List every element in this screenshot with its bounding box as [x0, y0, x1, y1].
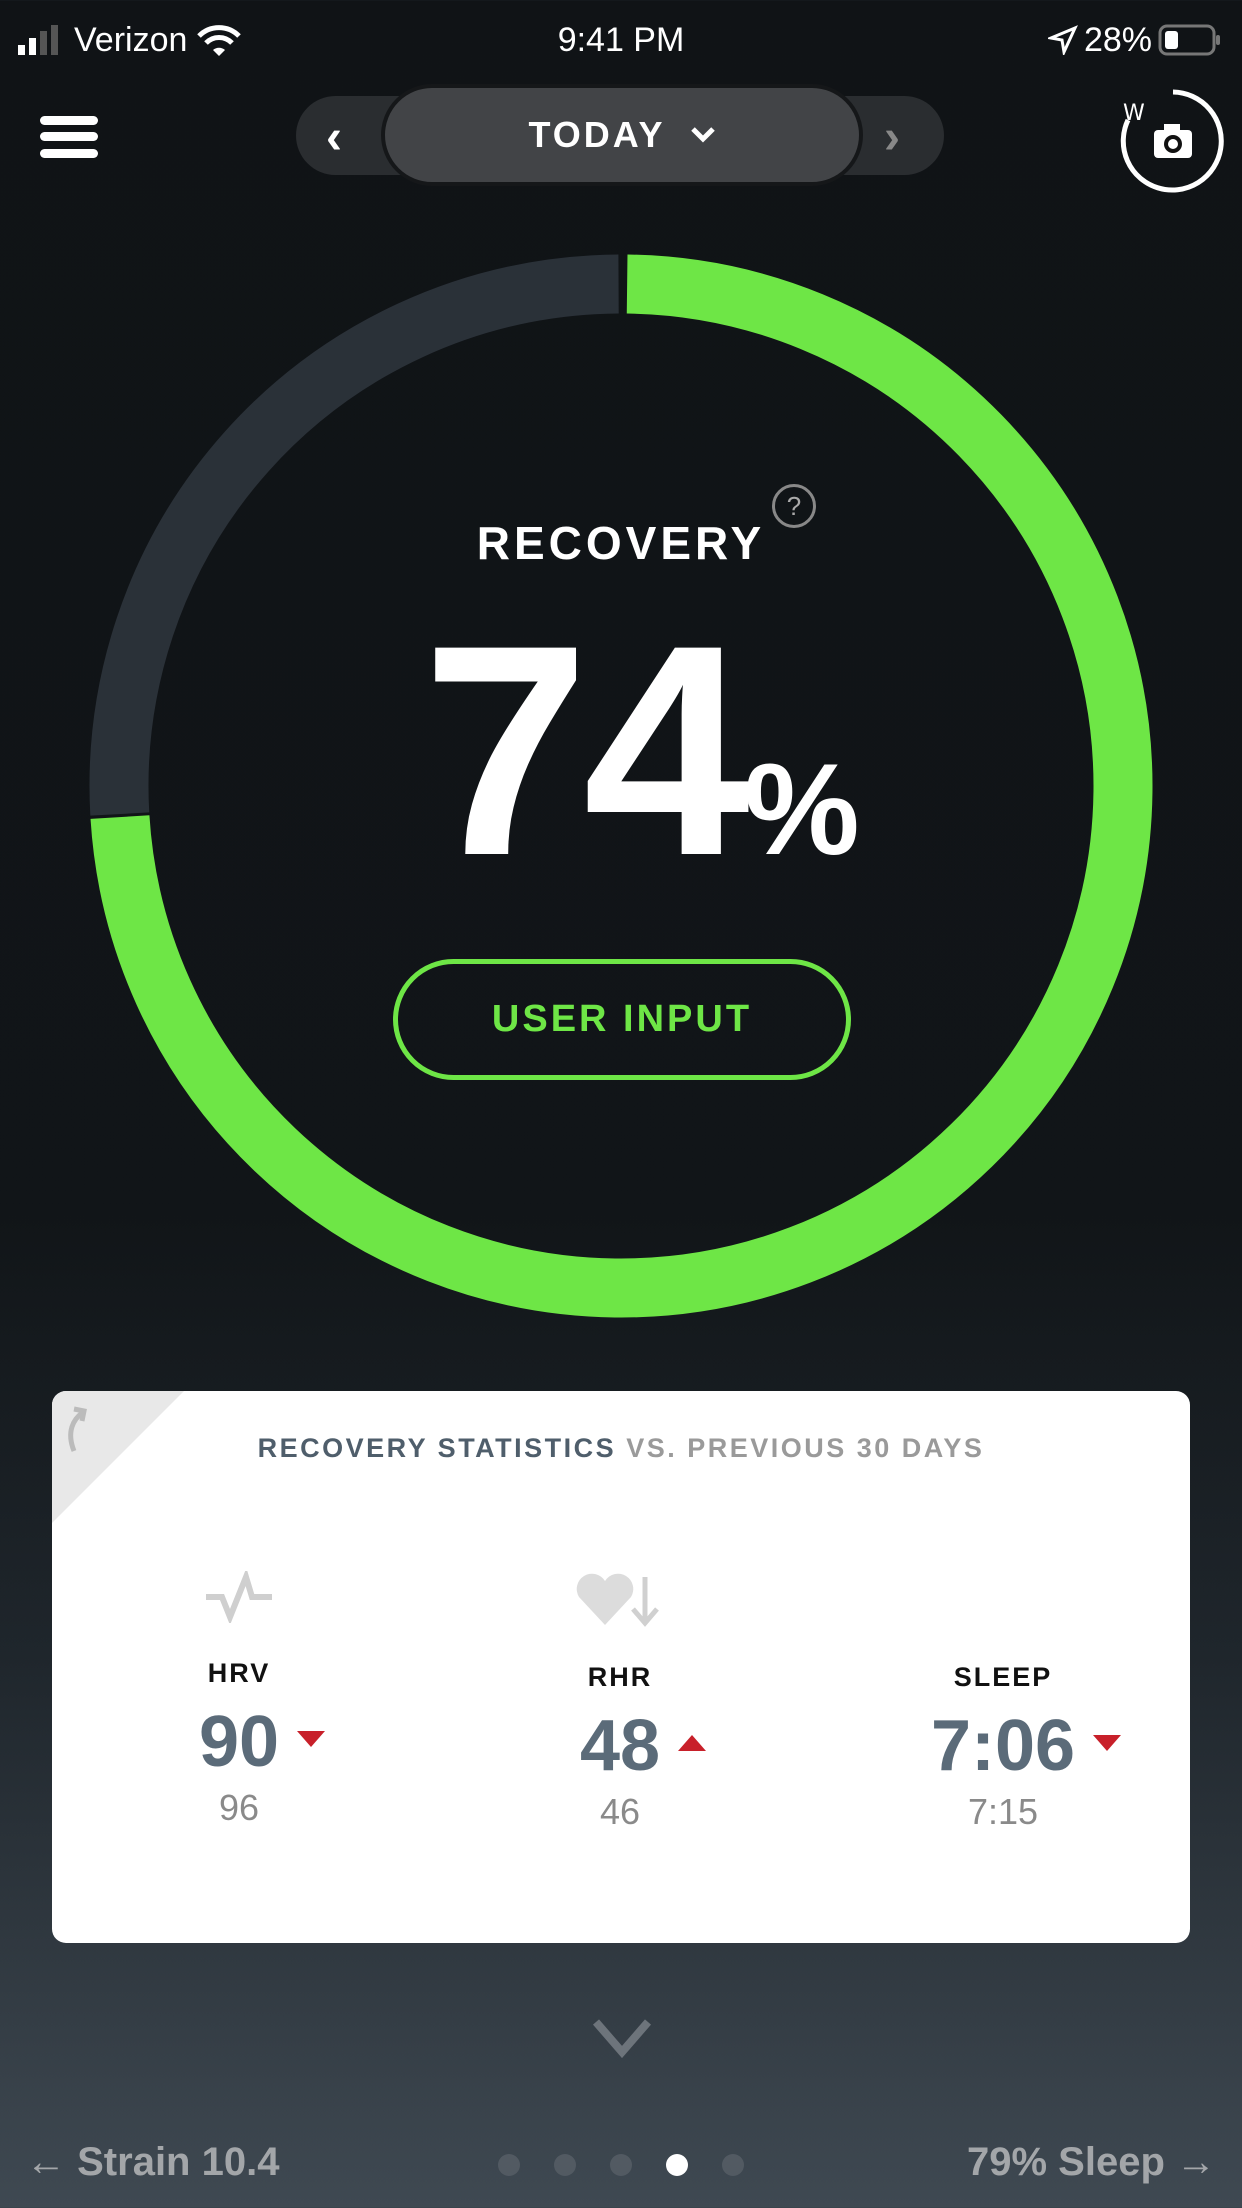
heart-down-icon	[576, 1573, 659, 1627]
flip-corner[interactable]	[52, 1391, 184, 1523]
recovery-stats-card: RECOVERY STATISTICS VS. PREVIOUS 30 DAYS…	[52, 1391, 1190, 1943]
expand-button[interactable]	[592, 2018, 652, 2063]
page-indicator[interactable]	[0, 2154, 1242, 2181]
status-left: Verizon	[18, 10, 242, 70]
carrier: Verizon	[74, 20, 188, 59]
page-dot[interactable]	[666, 2154, 688, 2176]
arrow-right-icon: →	[1164, 2140, 1216, 2184]
page-dot[interactable]	[498, 2154, 520, 2176]
trend-up-icon	[678, 1735, 707, 1751]
svg-text:W: W	[1123, 101, 1145, 126]
sleep-value: 7:06	[930, 1706, 1076, 1786]
recovery-unit: %	[744, 736, 860, 882]
stat-rhr: RHR 48 46	[470, 1571, 770, 1833]
trend-down-icon	[297, 1731, 326, 1747]
signal-icon	[18, 25, 58, 55]
battery-icon	[1158, 24, 1220, 56]
camera-button[interactable]: W	[1120, 88, 1226, 199]
sleep-previous: 7:15	[967, 1791, 1039, 1832]
wifi-icon	[197, 25, 242, 56]
help-icon[interactable]: ?	[772, 484, 816, 528]
prev-day-button[interactable]: ‹	[326, 111, 342, 164]
moon-icon	[979, 1573, 1026, 1627]
sleep-link[interactable]: 79% Sleep →	[966, 2140, 1216, 2184]
next-day-button[interactable]: ›	[884, 111, 900, 164]
camera-icon: W	[1120, 89, 1224, 193]
stats-title: RECOVERY STATISTICS VS. PREVIOUS 30 DAYS	[257, 1433, 985, 1463]
rhr-value: 48	[579, 1706, 661, 1786]
hrv-pulse-icon	[206, 1567, 272, 1626]
recovery-value: 74	[422, 582, 750, 918]
page-dot[interactable]	[722, 2154, 744, 2176]
location-icon	[1047, 25, 1078, 55]
hamburger-icon	[40, 116, 98, 158]
user-input-button[interactable]: USER INPUT	[393, 959, 851, 1080]
chevron-down-icon	[592, 2019, 652, 2059]
chevron-down-icon	[690, 127, 715, 143]
stat-hrv: HRV 90 96	[89, 1567, 389, 1829]
date-selector[interactable]: TODAY	[381, 84, 863, 186]
menu-button[interactable]	[40, 116, 98, 163]
arrow-left-icon: ←	[26, 2140, 78, 2184]
flip-icon	[68, 1406, 87, 1452]
hrv-value: 90	[198, 1702, 280, 1782]
status-right: 28%	[1047, 10, 1222, 70]
date-label: TODAY	[528, 114, 666, 155]
ring-progress	[89, 254, 1153, 1318]
stat-sleep: SLEEP 7:06 7:15	[853, 1571, 1153, 1833]
page-dot[interactable]	[554, 2154, 576, 2176]
rhr-previous: 46	[599, 1791, 641, 1832]
battery-percent: 28%	[1083, 20, 1152, 59]
ring-track	[89, 254, 1153, 1318]
trend-down-icon	[1093, 1735, 1122, 1751]
page-dot[interactable]	[610, 2154, 632, 2176]
recovery-title: RECOVERY	[476, 517, 766, 569]
strain-link[interactable]: ← Strain 10.4	[26, 2140, 280, 2184]
hrv-previous: 96	[218, 1787, 260, 1828]
recovery-ring	[89, 254, 1153, 1318]
